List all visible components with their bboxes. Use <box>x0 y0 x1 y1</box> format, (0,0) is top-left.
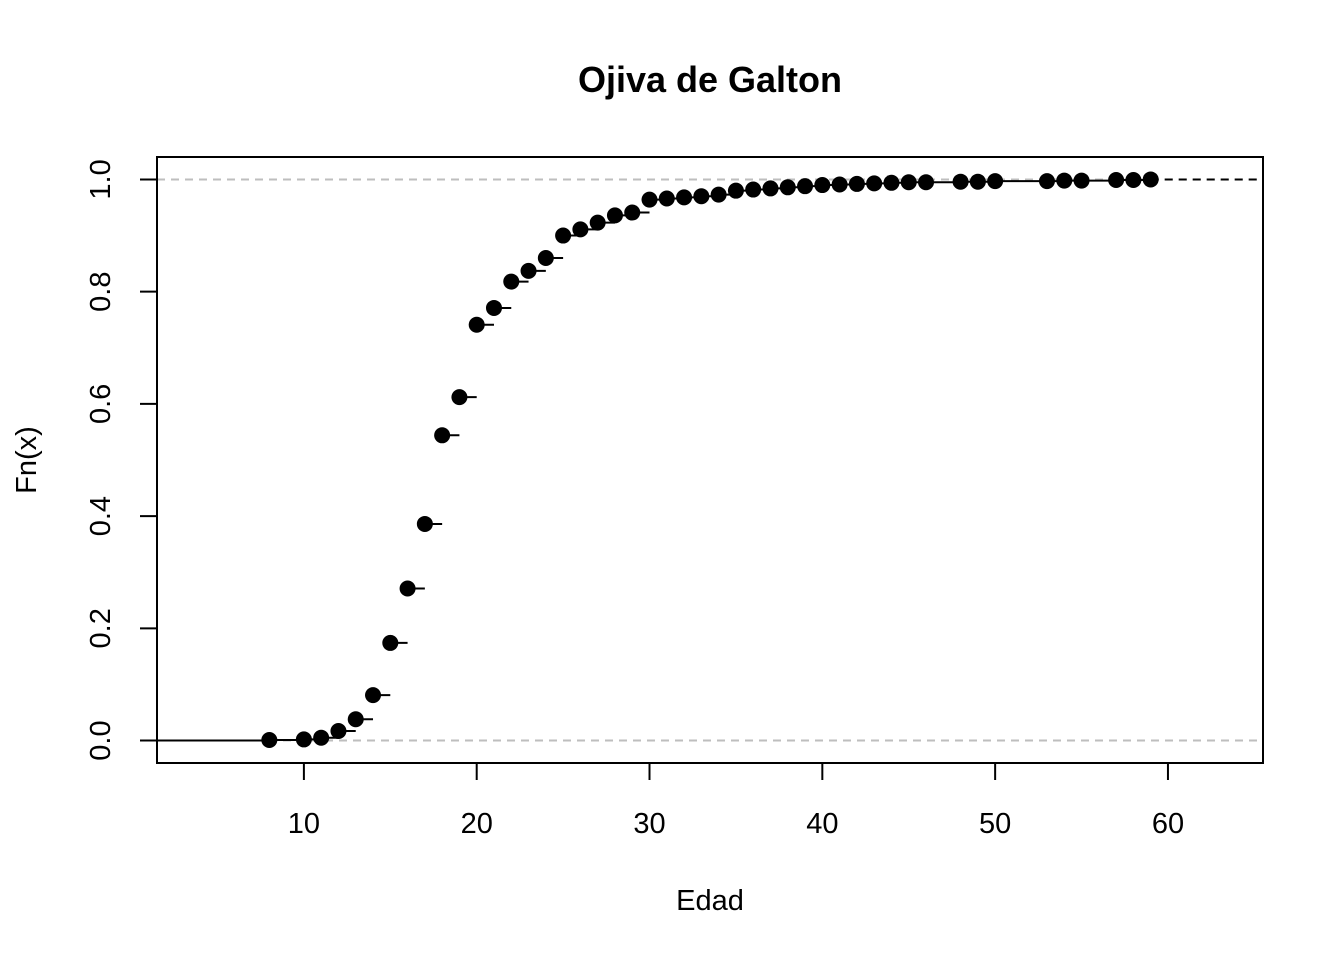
data-point <box>641 191 658 208</box>
data-point <box>1125 172 1142 189</box>
x-tick-label: 10 <box>288 808 320 840</box>
reference-lines <box>157 178 1263 742</box>
y-axis: 0.0 0.2 0.4 0.6 0.8 1.0 <box>85 159 158 761</box>
data-point <box>952 173 969 190</box>
y-tick-label: 1.0 <box>85 159 117 199</box>
data-point <box>503 273 520 290</box>
x-tick-label: 40 <box>806 808 838 840</box>
data-point <box>831 176 848 193</box>
data-point <box>399 580 416 597</box>
data-point <box>451 389 468 406</box>
data-point <box>779 179 796 196</box>
data-point <box>537 250 554 266</box>
x-tick-label: 50 <box>979 808 1011 840</box>
data-point <box>572 221 589 238</box>
data-point <box>797 178 814 195</box>
data-point <box>918 174 935 191</box>
y-tick-label: 0.6 <box>85 384 117 424</box>
x-tick-label: 20 <box>461 808 493 840</box>
plot-frame <box>156 156 1264 764</box>
data-point <box>1142 171 1159 188</box>
data-point <box>658 190 675 207</box>
data-point <box>416 515 433 532</box>
data-point <box>987 173 1004 190</box>
data-point <box>485 299 502 316</box>
data-point <box>365 687 382 704</box>
data-point <box>1056 172 1073 189</box>
data-point <box>676 189 693 206</box>
x-tick-label: 60 <box>1152 808 1184 840</box>
data-point <box>900 174 917 191</box>
data-point <box>1038 173 1055 190</box>
x-tick-label: 30 <box>633 808 665 840</box>
data-point <box>883 174 900 191</box>
data-point <box>727 182 744 199</box>
data-point <box>555 227 572 244</box>
data-point <box>295 731 312 748</box>
data-point <box>434 427 451 444</box>
data-point <box>261 731 278 748</box>
data-point <box>468 316 485 333</box>
data-point <box>969 173 986 190</box>
step-segments <box>157 178 1263 742</box>
chart-title: Ojiva de Galton <box>578 59 842 100</box>
data-point <box>848 175 865 192</box>
data-point <box>1108 172 1125 189</box>
data-point <box>814 177 831 194</box>
y-tick-label: 0.8 <box>85 272 117 312</box>
data-point <box>313 729 330 746</box>
y-tick-label: 0.2 <box>85 608 117 648</box>
data-point <box>1073 172 1090 189</box>
y-axis-label: Fn(x) <box>11 426 43 494</box>
data-point <box>606 207 623 224</box>
data-point <box>710 186 727 203</box>
data-point <box>520 262 537 279</box>
data-point <box>762 180 779 197</box>
data-point <box>866 175 883 192</box>
data-point <box>693 188 710 205</box>
data-point <box>347 711 364 728</box>
data-point <box>624 204 641 221</box>
data-point <box>589 214 606 231</box>
y-tick-label: 0.4 <box>85 496 117 536</box>
x-axis: 10 20 30 40 50 60 <box>288 762 1184 840</box>
data-point <box>382 634 399 651</box>
data-points <box>261 171 1159 748</box>
y-tick-label: 0.0 <box>85 720 117 760</box>
data-point <box>745 181 762 198</box>
x-axis-label: Edad <box>676 885 744 917</box>
data-point <box>330 723 347 740</box>
